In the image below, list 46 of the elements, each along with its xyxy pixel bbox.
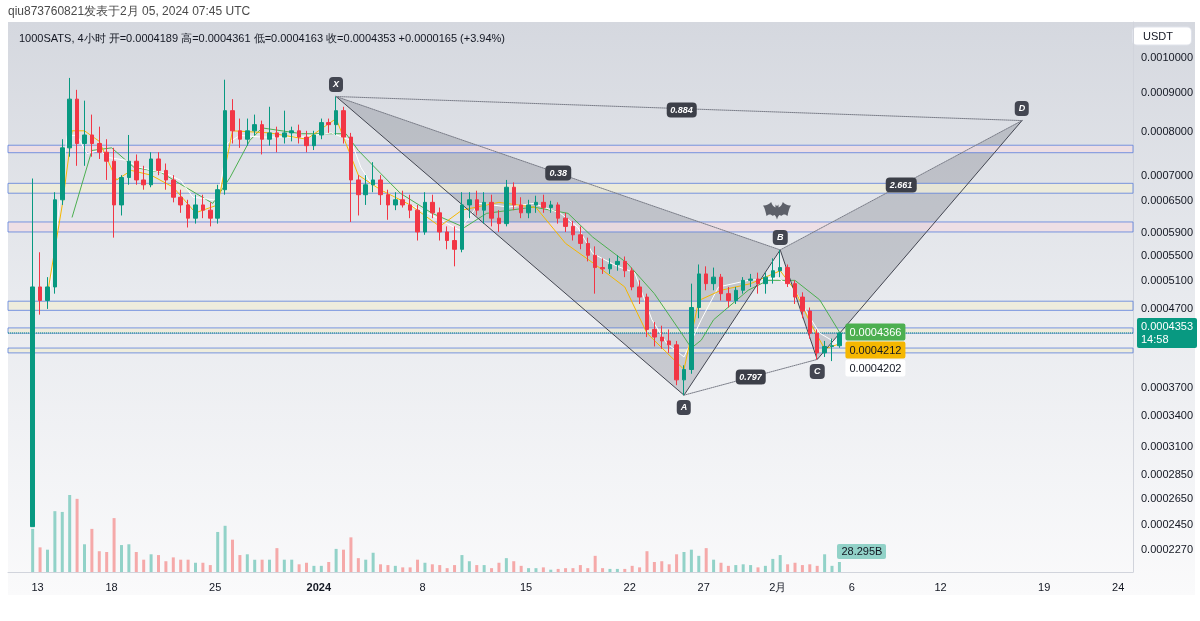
y-tick-label: 0.0006500 <box>1141 193 1193 206</box>
y-tick-label: 0.0002270 <box>1141 543 1193 556</box>
annotation: A <box>676 400 692 416</box>
y-tick-label: 0.0005900 <box>1141 225 1193 238</box>
annotation: C <box>809 364 825 380</box>
annotation: D <box>1014 100 1030 116</box>
annotation: B <box>772 229 788 245</box>
data-label: 0.0004366 <box>849 325 902 338</box>
annotation: 0.797 <box>735 369 766 385</box>
x-tick-label: 8 <box>419 580 426 593</box>
y-tick-label: 0.0002450 <box>1141 517 1193 530</box>
annotation: 28.295B <box>837 543 887 559</box>
y-tick-label: 0.0008000 <box>1141 124 1193 137</box>
y-tick-label: 0.0005500 <box>1141 249 1193 262</box>
x-tick-label: 25 <box>209 580 222 593</box>
text: qiu873760821发表于2月 05, 2024 07:45 UTC <box>8 3 251 20</box>
y-tick-label: 0.0003100 <box>1141 439 1193 452</box>
x-tick-label: 6 <box>848 580 855 593</box>
y-tick-label: 0.0002650 <box>1141 491 1193 504</box>
x-tick-label: 2024 <box>306 580 332 593</box>
text: 1000SATS, 4小时 开=0.0004189 高=0.0004361 低=0.0004163 收=0.0004353 +0.0000165 (+3.94%) <box>19 31 505 44</box>
x-tick-label: 24 <box>1112 580 1125 593</box>
x-tick-label: 27 <box>697 580 710 593</box>
data-label: 0.0004212 <box>849 343 902 356</box>
x-tick-label: 12 <box>934 580 947 593</box>
annotation: 2.661 <box>885 177 917 193</box>
x-tick-label: 13 <box>31 580 44 593</box>
y-tick-label: 0.0010000 <box>1141 50 1193 63</box>
y-tick-label: 0.0002850 <box>1141 467 1193 480</box>
x-tick-label: 22 <box>623 580 636 593</box>
annotation: X <box>329 76 344 92</box>
y-axis-title: USDT <box>1143 30 1174 42</box>
ref-line-label: 0.0004353 14:58 <box>1141 320 1193 346</box>
y-tick-label: 0.0009000 <box>1141 85 1193 98</box>
x-tick-label: 18 <box>105 580 118 593</box>
y-tick-label: 0.0007000 <box>1141 169 1193 182</box>
x-tick-label: 2月 <box>769 580 787 593</box>
x-tick-label: 15 <box>519 580 533 593</box>
y-tick-label: 0.0004700 <box>1141 301 1193 314</box>
annotation: 0.884 <box>666 102 697 118</box>
annotation: 0.38 <box>545 165 571 181</box>
x-tick-label: 19 <box>1038 580 1051 593</box>
data-label: 0.0004202 <box>849 361 902 374</box>
y-tick-label: 0.0005100 <box>1141 274 1193 287</box>
y-tick-label: 0.0003400 <box>1141 409 1193 422</box>
y-tick-label: 0.0003700 <box>1141 380 1193 393</box>
